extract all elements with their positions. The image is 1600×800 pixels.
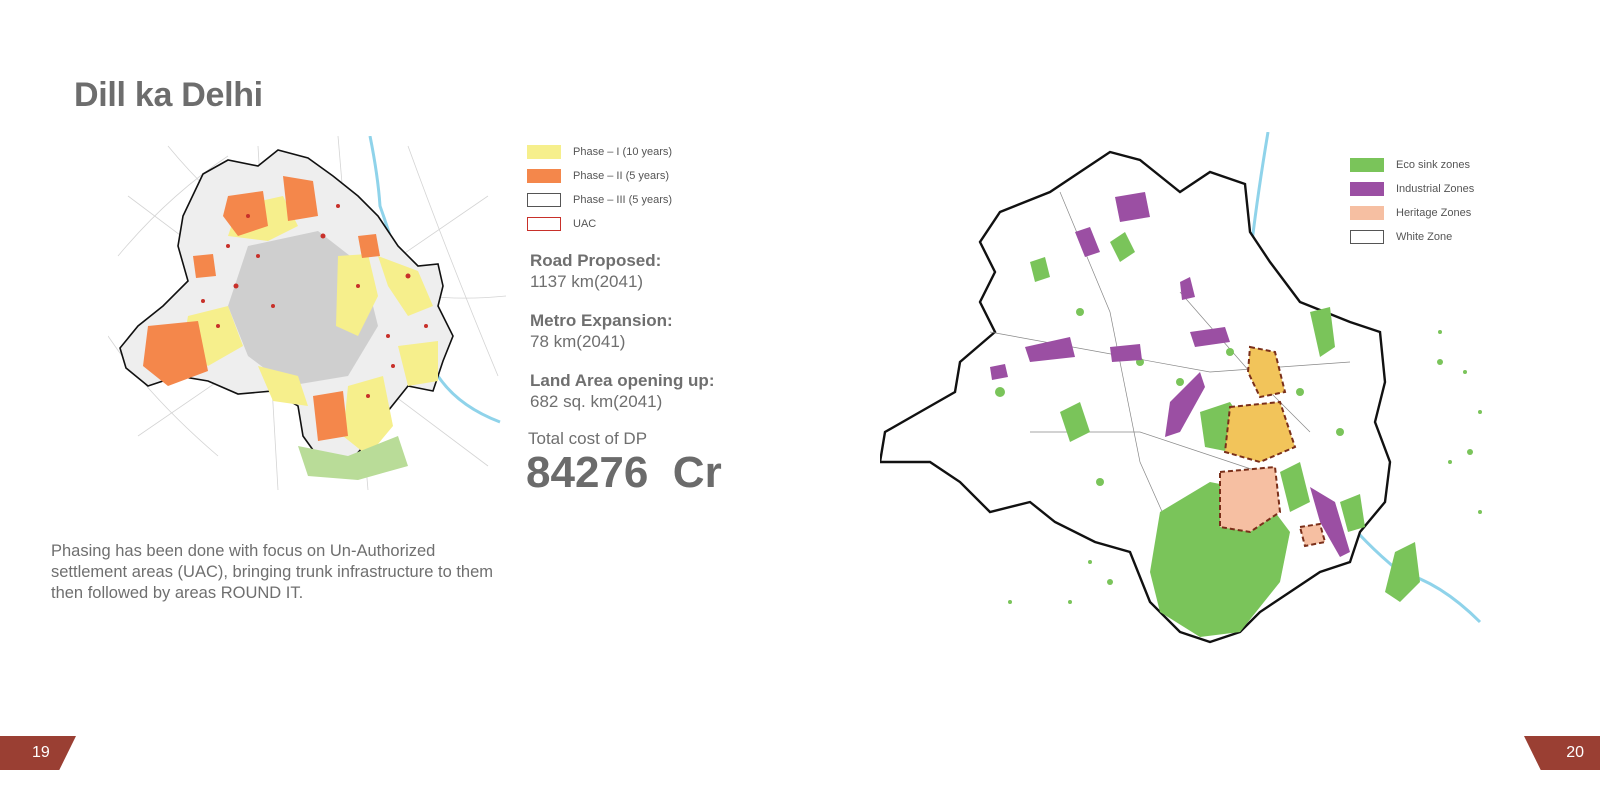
legend-item-phase-2: Phase – II (5 years)	[527, 164, 672, 188]
legend-label-white-zone: White Zone	[1396, 231, 1453, 243]
legend-item-phase-3: Phase – III (5 years)	[527, 188, 672, 212]
legend-label-phase-1: Phase – I (10 years)	[573, 146, 673, 158]
legend-item-eco-sink: Eco sink zones	[1350, 153, 1474, 177]
legend-item-uac: UAC	[527, 212, 672, 236]
legend-item-phase-1: Phase – I (10 years)	[527, 140, 672, 164]
land-area-label: Land Area opening up:	[530, 371, 715, 390]
total-cost-value: 84276 Cr	[526, 448, 722, 497]
page-number-left-text: 19	[32, 744, 50, 761]
legend-label-phase-2: Phase – II (5 years)	[573, 170, 669, 182]
legend-item-heritage: Heritage Zones	[1350, 201, 1474, 225]
land-area-stat: Land Area opening up: 682 sq. km(2041)	[530, 370, 714, 412]
phase-legend: Phase – I (10 years) Phase – II (5 years…	[527, 140, 672, 236]
legend-item-industrial: Industrial Zones	[1350, 177, 1474, 201]
page-number-left: 19	[0, 736, 76, 770]
metro-expansion-label: Metro Expansion:	[530, 311, 673, 330]
legend-swatch-phase-1	[527, 145, 561, 159]
page-number-right: 20	[1524, 736, 1600, 770]
road-proposed-value: 1137 km(2041)	[530, 272, 644, 291]
zone-legend: Eco sink zones Industrial Zones Heritage…	[1350, 153, 1474, 249]
road-proposed-stat: Road Proposed: 1137 km(2041)	[530, 250, 661, 292]
zoning-map	[880, 132, 1520, 662]
legend-label-uac: UAC	[573, 218, 597, 230]
legend-swatch-industrial	[1350, 182, 1384, 196]
legend-item-white-zone: White Zone	[1350, 225, 1474, 249]
legend-swatch-phase-2	[527, 169, 561, 183]
legend-label-industrial: Industrial Zones	[1396, 183, 1475, 195]
legend-swatch-eco-sink	[1350, 158, 1384, 172]
metro-expansion-value: 78 km(2041)	[530, 332, 626, 351]
legend-swatch-heritage	[1350, 206, 1384, 220]
phasing-map	[108, 136, 508, 490]
legend-label-phase-3: Phase – III (5 years)	[573, 194, 673, 206]
legend-label-heritage: Heritage Zones	[1396, 207, 1472, 219]
legend-swatch-uac	[527, 217, 561, 231]
legend-swatch-phase-3	[527, 193, 561, 207]
legend-label-eco-sink: Eco sink zones	[1396, 159, 1470, 171]
metro-expansion-stat: Metro Expansion: 78 km(2041)	[530, 310, 673, 352]
land-area-value: 682 sq. km(2041)	[530, 392, 663, 411]
road-proposed-label: Road Proposed:	[530, 251, 662, 270]
phasing-description: Phasing has been done with focus on Un-A…	[51, 541, 494, 602]
page-number-right-text: 20	[1566, 744, 1584, 761]
legend-swatch-white-zone	[1350, 230, 1384, 244]
page-title: Dill ka Delhi	[74, 76, 263, 114]
total-cost-label: Total cost of DP	[528, 429, 648, 448]
